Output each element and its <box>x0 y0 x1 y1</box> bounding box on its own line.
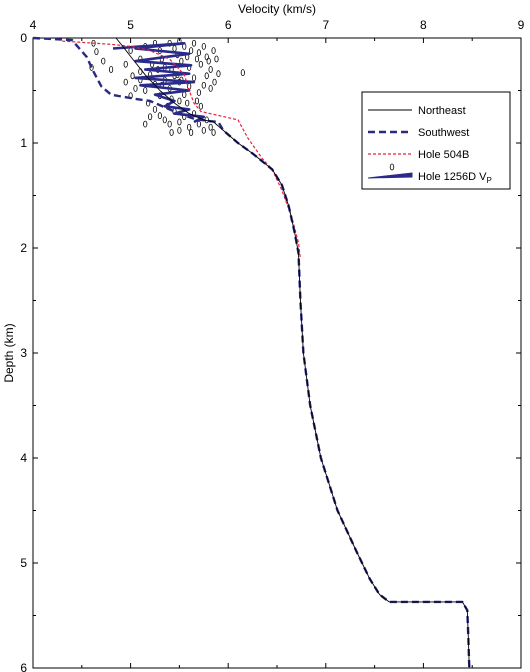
scatter-point <box>143 87 148 94</box>
legend-label-2: Hole 504B <box>418 149 469 161</box>
scatter-point <box>177 126 182 134</box>
scatter-point <box>123 78 128 86</box>
scatter-point <box>196 120 202 128</box>
scatter-point <box>214 55 219 63</box>
legend-label-subscript: P <box>487 176 492 185</box>
scatter-point <box>204 53 209 61</box>
scatter-point <box>138 68 143 75</box>
scatter-point <box>212 78 217 86</box>
x-tick-label: 9 <box>518 18 525 32</box>
scatter-point <box>206 57 211 65</box>
y-tick-label: 3 <box>20 346 27 360</box>
scatter-point <box>208 85 213 92</box>
y-axis-title: Depth (km) <box>2 323 16 382</box>
legend-marker-scatter <box>389 163 395 171</box>
axis-ticks: 4 5 6 7 8 9 0 1 2 3 4 5 6 <box>20 18 524 672</box>
scatter-point <box>123 60 128 68</box>
scatter-point <box>201 43 206 50</box>
scatter-point <box>208 123 213 131</box>
x-tick-label: 4 <box>30 18 37 32</box>
series-line-2 <box>62 40 301 259</box>
scatter-point <box>177 97 182 105</box>
scatter-point <box>172 45 177 52</box>
x-tick-label: 7 <box>322 18 329 32</box>
legend-swatch-3 <box>367 172 413 179</box>
y-tick-label: 1 <box>20 136 27 150</box>
scatter-point <box>189 47 194 54</box>
legend-label-text: Hole 1256D V <box>418 171 487 183</box>
scatter-point <box>201 81 206 89</box>
scatter-point <box>191 39 197 47</box>
scatter-point <box>194 55 200 63</box>
scatter-point <box>152 106 158 113</box>
scatter-point <box>182 91 187 99</box>
legend-label-text: Southwest <box>418 127 469 139</box>
scatter-point <box>204 72 209 80</box>
scatter-point <box>191 74 197 82</box>
scatter-point <box>189 129 194 136</box>
scatter-point <box>196 49 202 57</box>
scatter-point <box>211 129 216 136</box>
series-line-0 <box>115 37 470 669</box>
scatter-point <box>216 70 221 78</box>
y-tick-label: 5 <box>20 556 27 570</box>
scatter-point <box>208 66 213 73</box>
scatter-point <box>133 85 138 92</box>
scatter-point <box>185 99 190 107</box>
scatter-point <box>94 48 99 56</box>
legend-items: Northeast Southwest Hole 504B Hole 1256D VP <box>367 105 492 185</box>
x-tick-label: 8 <box>420 18 427 32</box>
y-tick-label: 4 <box>20 451 27 465</box>
series-line-3 <box>112 42 206 124</box>
scatter-point <box>157 112 162 120</box>
scatter-point <box>194 97 200 105</box>
x-tick-label: 5 <box>127 18 134 32</box>
scatter-point <box>148 113 153 121</box>
x-axis-title: Velocity (km/s) <box>238 2 316 16</box>
scatter-point <box>108 66 114 73</box>
legend-label-3: Hole 1256D VP <box>418 171 492 185</box>
y-tick-label: 2 <box>20 241 27 255</box>
scatter-point <box>101 57 106 65</box>
series-lines <box>32 36 471 669</box>
scatter-point <box>143 120 148 128</box>
scatter-point <box>240 69 245 77</box>
y-tick-label: 0 <box>20 31 27 45</box>
scatter-point <box>177 118 182 126</box>
legend-box <box>361 91 511 190</box>
legend: Northeast Southwest Hole 504B Hole 1256D VP <box>361 91 511 190</box>
scatter-point <box>196 89 202 96</box>
legend-label-text: Hole 504B <box>418 149 469 161</box>
scatter-point <box>167 120 172 128</box>
scatter-point <box>169 129 174 136</box>
scatter-point <box>201 126 206 134</box>
scatter-point <box>198 60 203 68</box>
scatter-point <box>130 72 135 80</box>
scatter-point <box>89 64 94 71</box>
scatter-point <box>198 102 203 110</box>
legend-label-text: Northeast <box>418 105 466 117</box>
scatter-point <box>187 123 192 131</box>
legend-label-1: Southwest <box>418 127 469 139</box>
scatter-point <box>162 116 167 124</box>
scatter-point <box>211 47 216 54</box>
legend-label-0: Northeast <box>418 105 466 117</box>
x-tick-label: 6 <box>225 18 232 32</box>
y-tick-label: 6 <box>20 661 27 672</box>
